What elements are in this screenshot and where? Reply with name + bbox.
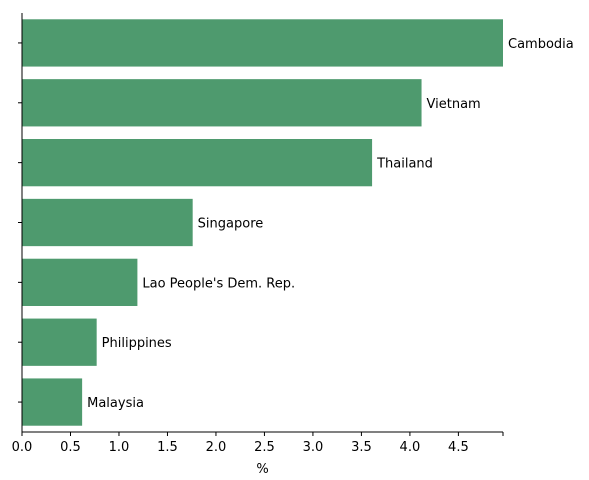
x-tick-label-0-0: 0.0 (12, 440, 33, 455)
x-tick-label-1-0: 1.0 (109, 440, 130, 455)
bar-label-malaysia: Malaysia (87, 396, 144, 411)
bar-cambodia (22, 19, 503, 67)
x-tick-label-4-0: 4.0 (400, 440, 421, 455)
bar-label-philippines: Philippines (102, 336, 172, 351)
bar-labels-group: Cambodia Vietnam Thailand Singapore Lao Peop… (87, 37, 574, 411)
x-tick-label-0-5: 0.5 (60, 440, 81, 455)
x-tick-label-3-5: 3.5 (351, 440, 372, 455)
y-ticks-group (18, 42, 22, 403)
bar-label-singapore: Singapore (198, 217, 264, 232)
bar-label-cambodia: Cambodia (508, 37, 574, 52)
bar-label-vietnam: Vietnam (427, 97, 481, 112)
x-tick-label-2-0: 2.0 (206, 440, 227, 455)
x-tick-label-2-5: 2.5 (254, 440, 275, 455)
x-ticks-group: 0.0 0.5 1.0 1.5 2.0 2.5 3.0 3.5 4.0 4.5 (12, 432, 504, 455)
x-tick-label-1-5: 1.5 (157, 440, 178, 455)
bar-thailand (22, 138, 373, 187)
x-tick-label-4-5: 4.5 (448, 440, 469, 455)
bars-group (22, 19, 503, 426)
bar-philippines (22, 318, 97, 366)
bar-label-thailand: Thailand (376, 157, 433, 172)
bar-malaysia (22, 378, 83, 426)
x-axis-title: % (256, 462, 268, 477)
bar-lao-people-s-dem-rep (22, 258, 138, 307)
bar-vietnam (22, 79, 422, 127)
bar-singapore (22, 198, 193, 247)
x-tick-label-3-0: 3.0 (303, 440, 324, 455)
bar-label-lao-people-s-dem-rep: Lao People's Dem. Rep. (142, 276, 295, 291)
